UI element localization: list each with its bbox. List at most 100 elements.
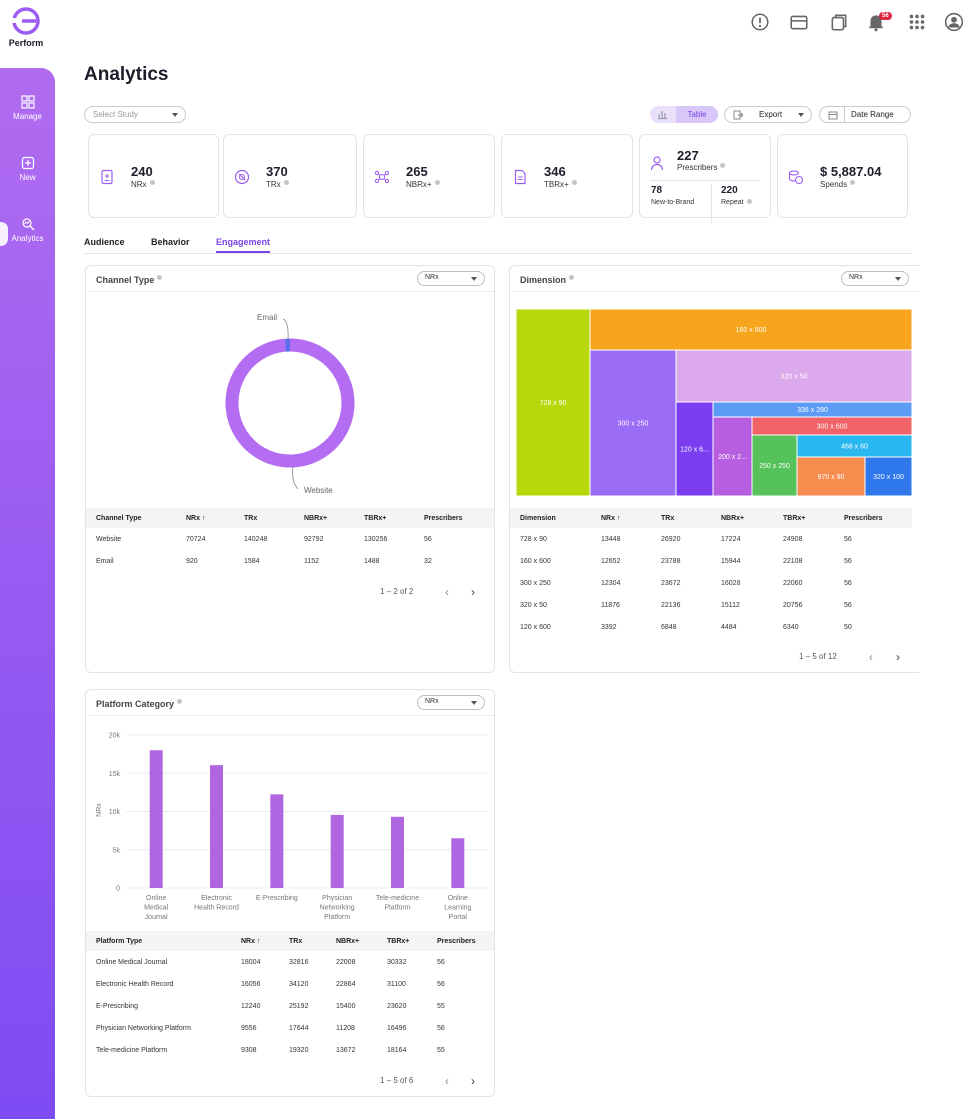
date-range-label: Date Range — [851, 110, 894, 119]
metric-select[interactable]: NRx — [417, 695, 485, 710]
table-row[interactable]: Email 920 1584 1152 1488 32 — [86, 550, 494, 572]
x-tick-label: Medical — [144, 905, 169, 912]
alert-icon[interactable] — [750, 12, 770, 32]
tab-audience[interactable]: Audience — [84, 237, 125, 247]
table-cell: 17644 — [289, 1024, 309, 1032]
sidebar: Manage New Analytics — [0, 68, 55, 1119]
treemap-tile[interactable] — [864, 456, 912, 496]
info-icon[interactable] — [850, 180, 856, 185]
table-row[interactable]: 300 x 250 12304 23672 16028 22060 56 — [510, 572, 912, 594]
treemap-tile-label: 468 x 60 — [841, 444, 868, 451]
y-tick-label: 0 — [116, 886, 120, 893]
table-row[interactable]: 160 x 600 12652 23788 15944 22108 56 — [510, 550, 912, 572]
info-icon[interactable] — [569, 275, 575, 280]
treemap-tile[interactable] — [675, 349, 912, 403]
prev-page-icon[interactable]: ‹ — [445, 585, 449, 599]
info-icon[interactable] — [746, 199, 752, 204]
wallet-icon[interactable] — [789, 12, 809, 32]
column-header[interactable]: NBRx+ — [294, 508, 354, 528]
export-button[interactable]: Export — [724, 106, 812, 123]
table-row[interactable]: Physician Networking Platform 9556 17644 11… — [86, 1017, 494, 1039]
copy-icon[interactable] — [829, 12, 849, 32]
info-icon[interactable] — [177, 699, 183, 704]
column-header[interactable]: Platform Type — [86, 931, 231, 951]
treemap-tile[interactable] — [796, 456, 866, 496]
info-icon[interactable] — [434, 180, 440, 185]
metric-select[interactable]: NRx — [841, 271, 909, 286]
table-cell: 12304 — [601, 579, 621, 587]
column-header[interactable]: TRx — [651, 508, 711, 528]
prev-page-icon[interactable]: ‹ — [869, 650, 873, 664]
kpi-label: NRx — [131, 180, 155, 189]
table-row[interactable]: 728 x 90 13448 26920 17224 24908 56 — [510, 528, 912, 550]
table-row[interactable]: Online Medical Journal 18004 32816 22008 303… — [86, 951, 494, 973]
treemap-tile[interactable] — [675, 401, 714, 496]
bar[interactable] — [391, 816, 404, 888]
treemap-tile[interactable] — [589, 349, 677, 496]
bar[interactable] — [270, 794, 284, 888]
column-header[interactable]: NRx ↑ — [176, 508, 234, 528]
column-header[interactable]: NBRx+ — [711, 508, 773, 528]
bar[interactable] — [149, 750, 163, 888]
sidebar-item-analytics[interactable]: Analytics — [0, 217, 55, 243]
table-view-button[interactable]: Table — [676, 106, 718, 123]
info-icon[interactable] — [157, 275, 163, 280]
info-icon[interactable] — [149, 180, 155, 185]
study-select[interactable]: Select Study — [84, 106, 186, 123]
column-header[interactable]: Dimension — [510, 508, 591, 528]
column-header[interactable]: NRx ↑ — [231, 931, 279, 951]
column-header[interactable]: Prescribers — [414, 508, 494, 528]
table-row[interactable]: 320 x 50 11876 22136 15112 20756 56 — [510, 594, 912, 616]
next-page-icon[interactable]: › — [471, 1074, 475, 1088]
table-cell: 50 — [844, 623, 852, 631]
table-cell: 23672 — [661, 579, 681, 587]
column-header[interactable]: TRx — [279, 931, 326, 951]
column-header[interactable]: TBRx+ — [773, 508, 834, 528]
tab-behavior[interactable]: Behavior — [151, 237, 190, 247]
table-cell: E-Prescribing — [96, 1002, 139, 1010]
table-row[interactable]: Tele-medicine Platform 9308 19320 13672 1816… — [86, 1039, 494, 1061]
bar[interactable] — [451, 838, 465, 888]
bell-icon[interactable] — [866, 12, 886, 32]
tab-engagement[interactable]: Engagement — [216, 237, 271, 253]
table-row[interactable]: Website 70724 140248 92792 130256 56 — [86, 528, 494, 550]
kpi-card-prescribers: 227 Prescribers 78 New-to-Brand 220 Repe… — [639, 134, 771, 224]
next-page-icon[interactable]: › — [471, 585, 475, 599]
user-avatar-icon[interactable] — [944, 12, 964, 32]
view-toggle[interactable]: Table — [650, 106, 718, 123]
info-icon[interactable] — [283, 180, 289, 185]
platform-bar-chart: 0 5k 10k 15k 20k Online Medical Journal Electro… — [96, 733, 488, 921]
info-icon[interactable] — [571, 180, 577, 185]
metric-select[interactable]: NRx — [417, 271, 485, 286]
sidebar-item-manage[interactable]: Manage — [0, 95, 55, 121]
column-header[interactable]: NRx ↑ — [591, 508, 651, 528]
column-header[interactable]: NBRx+ — [326, 931, 377, 951]
date-range-button[interactable]: Date Range — [819, 106, 911, 123]
apps-grid-icon[interactable] — [907, 12, 927, 32]
info-icon[interactable] — [720, 163, 726, 168]
next-page-icon[interactable]: › — [896, 650, 900, 664]
table-cell: 140248 — [244, 535, 268, 543]
chart-view-button[interactable] — [650, 106, 676, 123]
column-header[interactable]: TRx — [234, 508, 294, 528]
table-row[interactable]: Electronic Health Record 16056 34120 22864 3… — [86, 973, 494, 995]
table-row[interactable]: 120 x 600 3392 6848 4484 6340 50 — [510, 616, 912, 638]
column-header[interactable]: Channel Type — [86, 508, 176, 528]
sidebar-item-new[interactable]: New — [0, 156, 55, 182]
bar[interactable] — [210, 765, 223, 888]
treemap-tile[interactable] — [712, 416, 753, 496]
bar[interactable] — [330, 814, 344, 888]
column-header[interactable]: Prescribers — [427, 931, 494, 951]
column-header[interactable]: TBRx+ — [377, 931, 427, 951]
donut-slice-website[interactable] — [225, 338, 355, 468]
table-row[interactable]: E-Prescribing 12240 25192 15400 23620 55 — [86, 995, 494, 1017]
table-cell: 22136 — [661, 601, 681, 609]
treemap-tile[interactable] — [751, 434, 798, 496]
y-axis-label: NRx — [96, 803, 103, 817]
app-logo[interactable]: Perform — [0, 0, 54, 60]
column-header[interactable]: Prescribers — [834, 508, 912, 528]
treemap-tile[interactable] — [516, 309, 591, 496]
treemap-tile-label: 336 x 280 — [797, 407, 828, 414]
prev-page-icon[interactable]: ‹ — [445, 1074, 449, 1088]
column-header[interactable]: TBRx+ — [354, 508, 414, 528]
